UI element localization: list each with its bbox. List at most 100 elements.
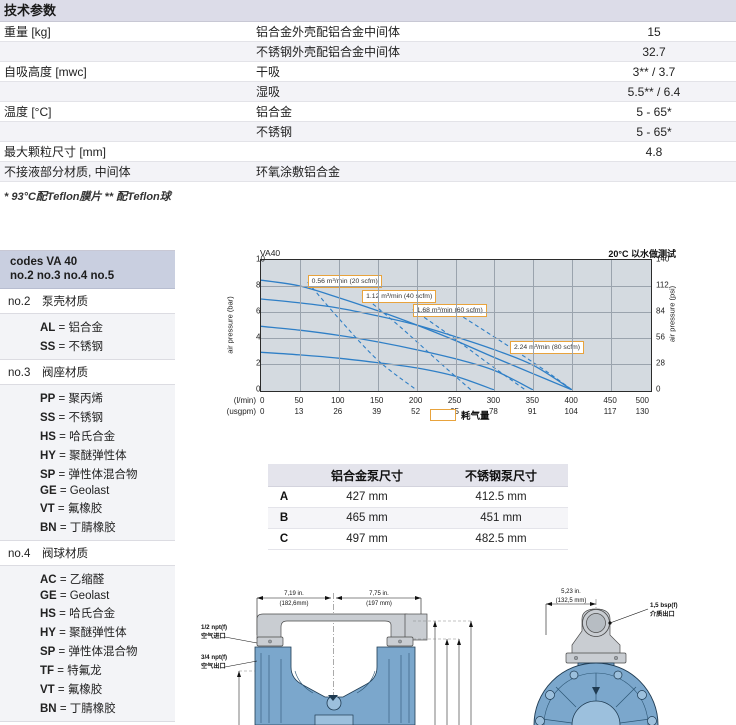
code-key: SP xyxy=(40,645,56,658)
dimension-aluminium: 465 mm xyxy=(346,512,388,524)
code-item: SS = 不锈钢 xyxy=(40,411,103,424)
chart-y-tick: 2 xyxy=(256,358,261,368)
code-item: SP = 弹性体混合物 xyxy=(40,468,138,481)
chart-y-tick: 10 xyxy=(256,255,265,264)
discharge-port-shape xyxy=(565,608,627,664)
chart-y-tick: 6 xyxy=(256,306,261,316)
chart-y-tick: 8 xyxy=(256,280,261,290)
chart-annotation: 1.68 m³/min (60 scfm) xyxy=(412,304,487,318)
spec-value: 4.8 xyxy=(645,144,663,159)
dimension-stainless: 412.5 mm xyxy=(475,491,527,503)
spec-variant: 铝合金外壳配铝合金中间体 xyxy=(256,25,401,39)
chart-x-tick: 52 xyxy=(411,407,421,416)
material-codes-panel: codes VA 40 no.2 no.3 no.4 no.5 no.2 泵壳材质… xyxy=(0,250,175,725)
technical-parameters-table: 技术参数 重量 [kg] 铝合金外壳配铝合金中间体 15 不锈钢外壳配铝合金中间体 32… xyxy=(0,0,736,204)
side-callout-line2: 介质出口 xyxy=(649,610,675,618)
codes-group-header: no.5膜片材质 xyxy=(0,722,175,725)
chart-x-tick: 0 xyxy=(260,407,265,416)
dimension-label: C xyxy=(279,533,289,545)
codes-group-name: 阀座材质 xyxy=(42,367,88,379)
side-dim-mm: (132,5 mm) xyxy=(556,598,587,604)
code-key: SP xyxy=(40,468,56,481)
code-value: 哈氏合金 xyxy=(69,430,116,443)
chart-legend: 耗气量 xyxy=(430,408,490,422)
front-callout-1-line2: 空气进口 xyxy=(201,632,226,640)
code-value: 铝合金 xyxy=(68,321,103,334)
chart-annotation: 2.24 m³/min (80 scfm) xyxy=(509,341,585,355)
chart-x-unit-usgpm: (usgpm) xyxy=(226,407,256,416)
dimension-label: A xyxy=(279,491,289,503)
code-key: HS xyxy=(40,430,56,443)
code-key: BN xyxy=(40,702,57,715)
code-value: 哈氏合金 xyxy=(69,607,116,620)
chart-y-axis-label: air pressure (bar) xyxy=(225,296,235,354)
spec-variant: 湿吸 xyxy=(256,85,281,99)
pump-body-shape xyxy=(254,646,416,725)
code-key: BN xyxy=(40,521,57,534)
pump-front-view-drawing: 7,19 in. (182,6mm) 7,75 in. (197 mm) xyxy=(195,575,495,725)
chart-annotation: 1.12 m³/min (40 scfm) xyxy=(362,290,437,304)
chart-y-tick-right: 0 xyxy=(656,384,661,394)
chart-y-tick-right: 140 xyxy=(656,254,670,264)
code-item: VT = 氟橡胶 xyxy=(40,502,103,515)
codes-group-number: no.3 xyxy=(8,367,31,379)
spec-row: 重量 [kg] 铝合金外壳配铝合金中间体 15 xyxy=(0,22,736,42)
code-key: VT xyxy=(40,683,55,696)
chart-x-tick: 250 xyxy=(447,396,462,405)
code-key: GE xyxy=(40,589,57,602)
chart-gridline-v xyxy=(533,260,535,391)
side-dim-inch: 5,23 in. xyxy=(561,589,581,595)
chart-x-tick: 117 xyxy=(603,407,617,416)
front-callout-1-line1: 1/2 npt(f) xyxy=(201,624,227,631)
code-value: Geolast xyxy=(69,589,110,602)
front-dim-right-inch: 7,75 in. xyxy=(369,591,389,597)
codes-subtitle: no.2 no.3 no.4 no.5 xyxy=(10,270,115,282)
chart-y-axis-label-right: air pressure (psi) xyxy=(667,285,677,343)
chart-x-tick: 130 xyxy=(635,407,649,416)
code-key: HS xyxy=(40,607,56,620)
code-item: BN = 丁腈橡胶 xyxy=(40,521,116,534)
spec-parameter: 温度 [°C] xyxy=(4,105,52,119)
front-dim-left-inch: 7,19 in. xyxy=(284,591,304,597)
code-item: HS = 哈氏合金 xyxy=(40,607,116,620)
chart-x-unit-lmin: (l/min) xyxy=(233,396,256,405)
codes-group-items: AL = 铝合金 SS = 不锈钢 xyxy=(0,314,175,360)
code-value: 弹性体混合物 xyxy=(68,645,138,658)
spec-parameter: 自吸高度 [mwc] xyxy=(4,65,87,79)
codes-group-items: AC = 乙缩醛 GE = Geolast HS = 哈氏合金 HY = 聚醚弹性体 S… xyxy=(0,566,175,722)
code-item: TF = 特氟龙 xyxy=(40,664,102,677)
chart-x-tick: 450 xyxy=(603,396,617,405)
chart-series-solid xyxy=(261,325,534,390)
codes-panel-header: codes VA 40 no.2 no.3 no.4 no.5 xyxy=(0,251,175,289)
spec-row: 自吸高度 [mwc] 干吸 3** / 3.7 xyxy=(0,62,736,82)
chart-gridline-v xyxy=(299,260,301,391)
spec-value: 15 xyxy=(647,24,661,39)
code-item: AC = 乙缩醛 xyxy=(40,573,105,586)
code-value: 氟橡胶 xyxy=(67,502,103,515)
pump-dimensions-table: 铝合金泵尺寸 不锈钢泵尺寸 A 427 mm 412.5 mm B 465 mm 451 … xyxy=(268,464,568,550)
chart-gridline-v xyxy=(572,260,574,391)
code-key: TF xyxy=(40,664,55,677)
codes-group-header: no.2 泵壳材质 xyxy=(0,289,175,314)
dimension-stainless: 451 mm xyxy=(480,512,522,524)
performance-chart: VA40 20°C 以水做测试 air pressure (bar) air p… xyxy=(226,248,682,423)
spec-footnote: * 93°C配Teflon膜片 ** 配Teflon球 xyxy=(4,191,171,203)
spec-value: 5 - 65* xyxy=(636,104,672,119)
code-key: SS xyxy=(40,411,56,424)
chart-x-tick: 78 xyxy=(488,407,498,416)
dimensions-header-row: 铝合金泵尺寸 不锈钢泵尺寸 xyxy=(268,464,568,487)
spec-row: 不锈钢 5 - 65* xyxy=(0,122,736,142)
legend-label-air-consumption: 耗气量 xyxy=(461,411,490,422)
code-item: HY = 聚醚弹性体 xyxy=(40,449,127,462)
chart-x-tick: 0 xyxy=(260,396,265,405)
code-value: 乙缩醛 xyxy=(69,573,105,586)
chart-gridline-h xyxy=(261,338,651,339)
chart-y-tick-right: 112 xyxy=(656,280,669,290)
spec-parameter: 不接液部分材质, 中间体 xyxy=(4,165,131,179)
code-item: GE = Geolast xyxy=(40,589,110,602)
dimensions-row: B 465 mm 451 mm xyxy=(268,508,568,529)
code-value: 聚丙烯 xyxy=(68,392,103,405)
front-callout-2-line2: 空气出口 xyxy=(201,662,226,670)
spec-row: 不接液部分材质, 中间体 环氧涂敷铝合金 xyxy=(0,162,736,182)
spec-parameter: 重量 [kg] xyxy=(4,25,51,39)
